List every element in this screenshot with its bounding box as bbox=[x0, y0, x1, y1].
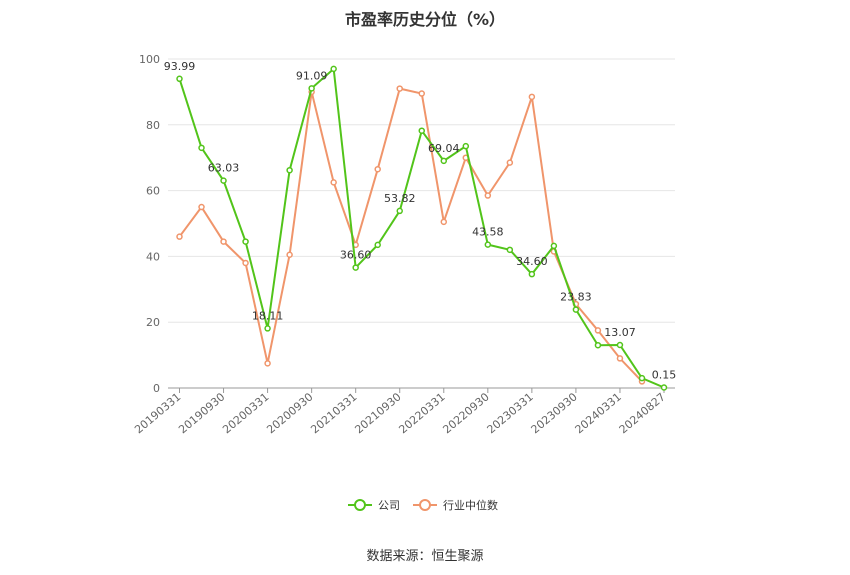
data-point bbox=[440, 157, 448, 165]
data-point bbox=[550, 242, 558, 250]
data-source: 数据来源：恒生聚源 bbox=[366, 549, 484, 564]
y-tick-label: 20 bbox=[146, 316, 160, 329]
data-point bbox=[528, 270, 536, 278]
data-point bbox=[330, 179, 337, 186]
x-tick-label: 20210930 bbox=[352, 390, 403, 436]
legend-label-0: 公司 bbox=[378, 499, 400, 512]
data-point bbox=[286, 251, 293, 259]
data-label: 23.83 bbox=[560, 291, 592, 304]
data-point bbox=[220, 177, 227, 184]
legend-label-1: 行业中位数 bbox=[443, 498, 498, 512]
data-label: 13.07 bbox=[604, 326, 636, 339]
legend-marker-1 bbox=[419, 499, 431, 511]
legend[interactable]: 公司 行业中位数 bbox=[348, 498, 498, 512]
data-label: 36.60 bbox=[340, 249, 372, 262]
data-point bbox=[264, 360, 271, 367]
data-point bbox=[308, 85, 315, 92]
data-point bbox=[286, 166, 293, 174]
y-tick-label: 0 bbox=[153, 382, 160, 395]
series-group bbox=[176, 65, 668, 391]
data-point bbox=[660, 384, 668, 391]
data-point bbox=[484, 192, 492, 199]
x-tick-label: 20220331 bbox=[396, 390, 447, 436]
data-point bbox=[484, 241, 492, 248]
data-point bbox=[616, 341, 624, 349]
data-point bbox=[176, 75, 183, 83]
x-tick-label: 20230930 bbox=[529, 390, 580, 436]
data-point bbox=[198, 144, 205, 152]
data-point bbox=[462, 142, 470, 150]
data-label: 93.99 bbox=[164, 60, 196, 73]
y-tick-label: 80 bbox=[146, 119, 160, 132]
legend-marker-0 bbox=[354, 499, 366, 511]
data-point bbox=[220, 238, 227, 245]
x-axis: 2019033120190930202003312020093020210331… bbox=[132, 388, 668, 436]
data-label: 18.11 bbox=[252, 309, 284, 322]
data-point bbox=[374, 241, 381, 249]
data-label: 53.82 bbox=[384, 192, 416, 205]
y-axis-ticks: 0 20 40 60 80 100 bbox=[139, 53, 160, 395]
data-point bbox=[242, 238, 249, 245]
y-tick-label: 100 bbox=[139, 53, 160, 66]
data-labels: 93.99 63.03 18.11 91.09 36.60 53.82 69.04 43.58… bbox=[164, 60, 677, 382]
data-label: 91.09 bbox=[296, 69, 328, 82]
series-line-1 bbox=[178, 87, 643, 383]
data-point bbox=[198, 203, 205, 211]
x-tick-label: 20200331 bbox=[220, 390, 271, 436]
data-point bbox=[396, 85, 403, 92]
data-point bbox=[638, 374, 646, 382]
x-tick-label: 20220930 bbox=[440, 390, 491, 436]
data-label: 34.60 bbox=[516, 255, 548, 268]
x-tick-label: 20190331 bbox=[132, 390, 183, 436]
data-point bbox=[352, 264, 359, 271]
data-point bbox=[616, 355, 624, 362]
y-tick-label: 60 bbox=[146, 185, 160, 198]
data-point bbox=[572, 306, 580, 313]
data-label: 63.03 bbox=[208, 162, 240, 175]
data-point bbox=[506, 246, 514, 254]
data-point bbox=[330, 65, 337, 73]
x-tick-label: 20240331 bbox=[573, 390, 624, 436]
data-point bbox=[176, 233, 183, 240]
x-tick-label: 20200930 bbox=[264, 390, 315, 436]
data-point bbox=[264, 325, 271, 332]
data-point bbox=[418, 90, 425, 97]
data-point bbox=[418, 127, 425, 134]
grid-lines bbox=[168, 58, 675, 389]
data-point bbox=[594, 327, 602, 334]
data-point bbox=[396, 207, 403, 215]
data-label: 43.58 bbox=[472, 226, 504, 239]
x-tick-label: 20190930 bbox=[176, 390, 227, 436]
data-point bbox=[374, 165, 381, 173]
data-point bbox=[506, 159, 514, 166]
x-tick-label: 20240827 bbox=[617, 390, 668, 436]
series-line-0 bbox=[178, 66, 665, 389]
data-point bbox=[440, 218, 448, 226]
y-tick-label: 40 bbox=[146, 250, 160, 263]
x-tick-label: 20230331 bbox=[485, 390, 536, 436]
x-tick-label: 20210331 bbox=[308, 390, 359, 436]
data-point bbox=[594, 341, 602, 349]
data-label: 0.15 bbox=[652, 369, 677, 382]
data-point bbox=[242, 259, 249, 267]
data-point bbox=[528, 93, 536, 101]
chart-title: 市盈率历史分位（%） bbox=[344, 10, 506, 29]
data-label: 69.04 bbox=[428, 142, 460, 155]
